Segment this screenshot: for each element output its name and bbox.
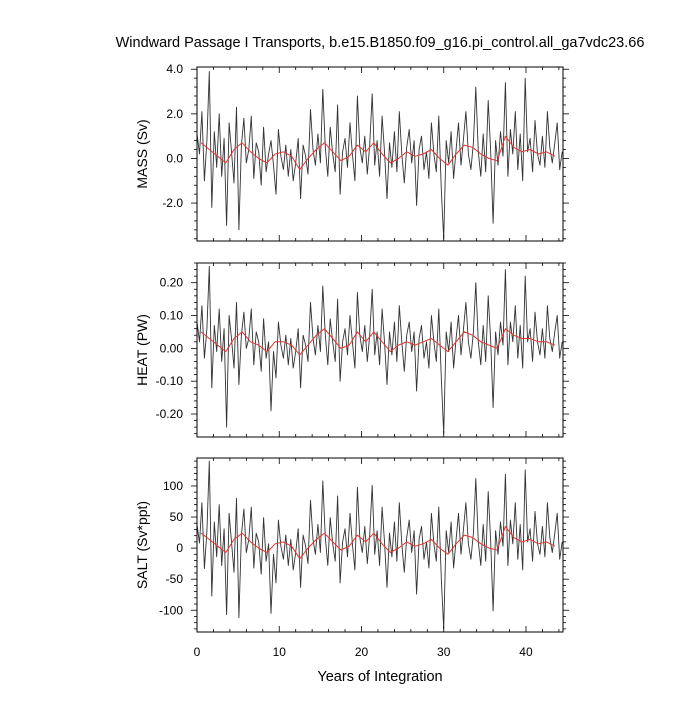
y-tick-label: -50 — [166, 572, 184, 586]
x-tick-label: 40 — [519, 645, 533, 659]
y-tick-label: 0.20 — [160, 276, 184, 290]
y-tick-label: 50 — [170, 510, 184, 524]
panel-3: 0 10 20 30 40 100 50 0 -50 -100 SALT (Sv*ppt) — [134, 457, 569, 659]
x-tick-label: 20 — [355, 645, 369, 659]
y-tick-label: -2.0 — [162, 196, 183, 210]
y-axis-label: MASS (Sv) — [134, 119, 150, 188]
series-line-smoothed — [200, 328, 555, 356]
y-axis-label: HEAT (PW) — [134, 314, 150, 386]
y-tick-label: 100 — [163, 479, 183, 493]
y-tick-label: -0.20 — [156, 407, 184, 421]
y-tick-label: 0.10 — [160, 309, 184, 323]
x-axis-label: Years of Integration — [317, 669, 442, 685]
series-line-raw — [196, 71, 563, 240]
y-tick-label: -0.10 — [156, 374, 184, 388]
series-line-raw — [196, 265, 563, 435]
x-tick-label: 10 — [273, 645, 287, 659]
plot-frame — [196, 457, 564, 633]
plot-frame — [196, 262, 564, 438]
panels-group: 4.0 2.0 0.0 -2.0 MASS (Sv) 0.20 0.10 0.00 -0.10 -… — [134, 62, 569, 659]
series-line-raw — [196, 460, 563, 630]
chart-title: Windward Passage I Transports, b.e15.B18… — [116, 35, 645, 51]
x-tick-label: 30 — [437, 645, 451, 659]
y-tick-label: 0 — [176, 541, 183, 555]
y-tick-label: -100 — [159, 603, 183, 617]
series-line-smoothed — [200, 525, 556, 560]
series-line-smoothed — [200, 135, 556, 171]
y-axis-label: SALT (Sv*ppt) — [134, 501, 150, 589]
x-tick-label: 0 — [194, 645, 201, 659]
y-tick-label: 0.00 — [160, 341, 184, 355]
y-tick-label: 4.0 — [166, 62, 183, 76]
plot-frame — [196, 66, 564, 242]
y-tick-label: 0.0 — [166, 151, 183, 165]
panel-2: 0.20 0.10 0.00 -0.10 -0.20 HEAT (PW) — [134, 262, 569, 438]
y-tick-label: 2.0 — [166, 107, 183, 121]
panel-1: 4.0 2.0 0.0 -2.0 MASS (Sv) — [134, 62, 569, 242]
